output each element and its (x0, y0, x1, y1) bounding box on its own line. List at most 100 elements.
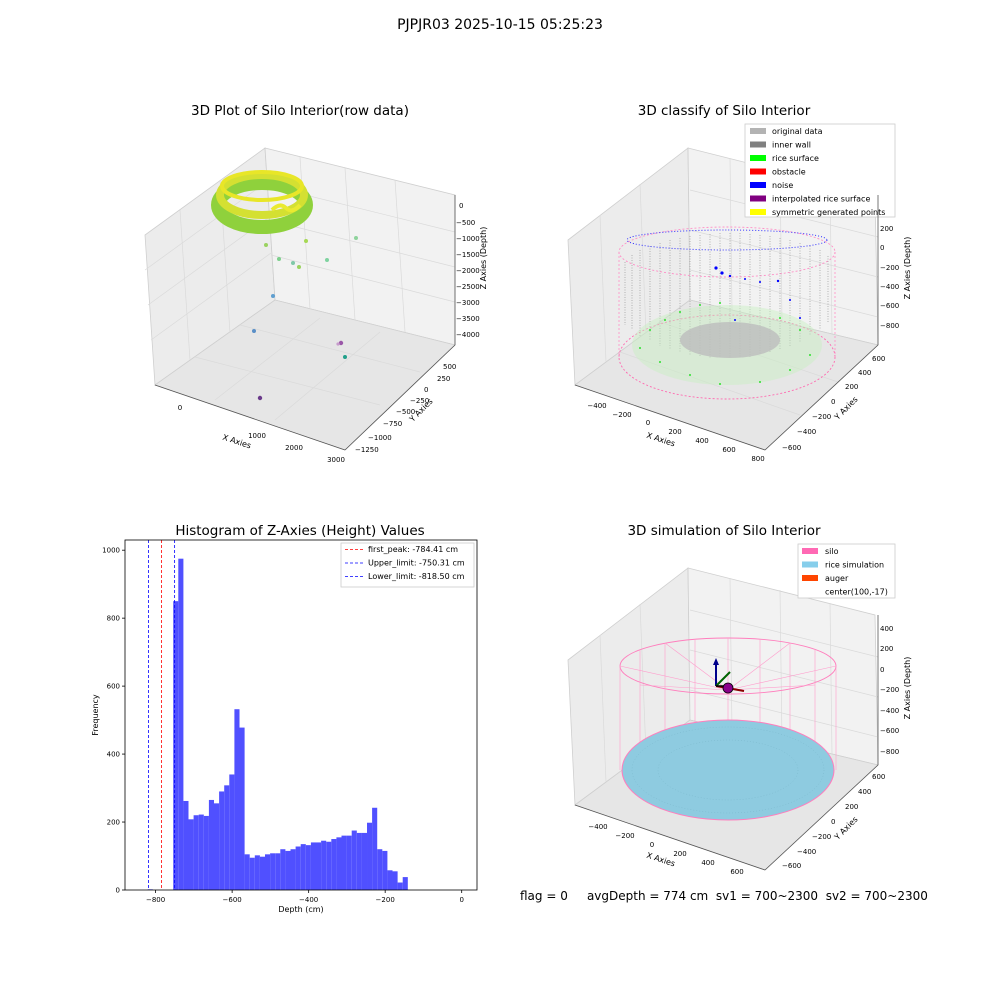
classify-z-tick: 0 (880, 244, 884, 252)
histogram-bar (387, 870, 393, 890)
histogram-bar (275, 853, 281, 890)
simulation-z-tick: −800 (880, 748, 899, 756)
histogram-bar (178, 558, 184, 890)
raw-z-tick: −3500 (456, 315, 480, 323)
histogram-bar (224, 785, 230, 890)
raw-z-tick: −3000 (456, 299, 480, 307)
status-sv1: sv1 = 700~2300 (715, 889, 819, 903)
histogram-y-tick: 400 (107, 751, 120, 759)
classify-x-tick: 600 (722, 446, 735, 454)
histogram-chart: −800 −600 −400 −200 0 0 200 400 600 800 1000 Dept… (91, 539, 478, 914)
histogram-bar (331, 839, 337, 890)
simulation-z-label: Z Axies (Depth) (903, 657, 912, 720)
histogram-bar (259, 856, 266, 890)
classify-y-tick: 200 (845, 383, 858, 391)
histogram-bar (208, 799, 215, 890)
histogram-bar (198, 814, 204, 890)
histogram-bar (341, 835, 347, 890)
histogram-bar (300, 844, 306, 890)
histogram-x-tick: 0 (459, 896, 463, 904)
histogram-bar (203, 815, 209, 890)
histogram-bar (193, 815, 199, 890)
classify-z-tick: −400 (880, 283, 899, 291)
legend-swatch-interpolated (750, 195, 766, 202)
legend-original-data: original data (772, 127, 823, 136)
simulation-z-tick: −200 (880, 686, 899, 694)
classify-z-tick: −800 (880, 322, 899, 330)
classify-x-tick: 400 (695, 437, 708, 445)
simulation-y-label: Y Axies (832, 815, 860, 843)
histogram-bar (326, 841, 332, 890)
legend-interpolated: interpolated rice surface (772, 195, 870, 204)
histogram-bar (321, 840, 327, 890)
simulation-x-tick: 0 (650, 841, 654, 849)
simulation-x-tick: 600 (730, 868, 743, 876)
histogram-bar (372, 807, 378, 890)
histogram-bar (377, 849, 383, 890)
classify-z-tick: −600 (880, 302, 899, 310)
simulation-x-tick: 200 (673, 850, 686, 858)
histogram-x-tick: −800 (146, 896, 165, 904)
legend-auger: auger (825, 574, 849, 583)
raw-z-tick: −4000 (456, 331, 480, 339)
raw-x-tick: 2000 (285, 444, 303, 452)
classify-x-tick: −400 (587, 402, 606, 410)
figure-title: PJPJR03 2025-10-15 05:25:23 (397, 17, 603, 33)
simulation-y-tick: 200 (845, 803, 858, 811)
simulation-y-tick: 0 (831, 818, 835, 826)
raw-y-tick: −500 (396, 408, 415, 416)
status-avg-depth: avgDepth = 774 cm (586, 889, 709, 903)
raw-y-tick: −750 (383, 420, 402, 428)
histogram-bar (336, 837, 342, 890)
simulation-z-tick: −400 (880, 707, 899, 715)
classify-y-tick: −600 (782, 444, 801, 452)
raw-y-tick: −1000 (368, 434, 392, 442)
histogram-bar (402, 877, 408, 890)
simulation-x-label: X Axies (645, 851, 676, 869)
legend-swatch-inner-wall (750, 141, 766, 148)
legend-silo: silo (825, 547, 839, 556)
histogram-bar (361, 832, 368, 890)
legend-swatch-obstacle (750, 168, 766, 175)
histogram-legend: first_peak: -784.41 cm Upper_limit: -750.… (340, 542, 475, 588)
histogram-bar (249, 857, 255, 890)
histogram-y-tick: 0 (116, 887, 120, 895)
raw-z-tick: −500 (456, 219, 475, 227)
histogram-y-label: Frequency (91, 694, 100, 736)
legend-swatch-silo (802, 548, 818, 554)
classify-y-tick: −200 (812, 413, 831, 421)
histogram-legend-entry: Lower_limit: -818.50 cm (368, 572, 465, 581)
histogram-y-tick: 200 (107, 819, 120, 827)
legend-swatch-noise (750, 182, 766, 188)
legend-swatch-rice-surface (750, 155, 766, 161)
histogram-bar (280, 849, 286, 890)
raw-y-tick: −250 (410, 397, 429, 405)
raw-z-tick: −2500 (456, 283, 480, 291)
classify-y-tick: 400 (858, 369, 871, 377)
histogram-y-tick: 600 (107, 683, 120, 691)
raw-y-tick: 500 (443, 363, 456, 371)
histogram-bar (310, 842, 317, 890)
classify-z-tick: 200 (880, 225, 893, 233)
histogram-bar (305, 845, 311, 890)
raw-z-label: Z Axies (Depth) (479, 227, 488, 290)
raw-data-3d-plot: 0 1000 2000 3000 X Axies 500 250 0 −250 … (144, 147, 488, 464)
raw-x-tick: 1000 (248, 432, 266, 440)
raw-y-tick: 0 (424, 386, 428, 394)
histogram-bar (382, 850, 388, 890)
histogram-bar (239, 727, 245, 890)
raw-z-tick: −1500 (456, 251, 480, 259)
simulation-y-tick: −200 (812, 833, 831, 841)
classify-y-tick: −400 (797, 428, 816, 436)
legend-swatch-original-data (750, 128, 766, 134)
histogram-bar (173, 601, 179, 890)
simulation-z-tick: −600 (880, 727, 899, 735)
classify-3d-plot: original data inner wall rice surface ob… (567, 123, 912, 463)
histogram-bar (316, 842, 322, 890)
simulation-x-tick: 400 (701, 859, 714, 867)
classify-y-tick: 0 (831, 398, 835, 406)
simulation-z-tick: 400 (880, 625, 893, 633)
legend-noise: noise (772, 181, 793, 190)
histogram-bar (229, 774, 235, 890)
raw-x-tick: 3000 (327, 456, 345, 464)
